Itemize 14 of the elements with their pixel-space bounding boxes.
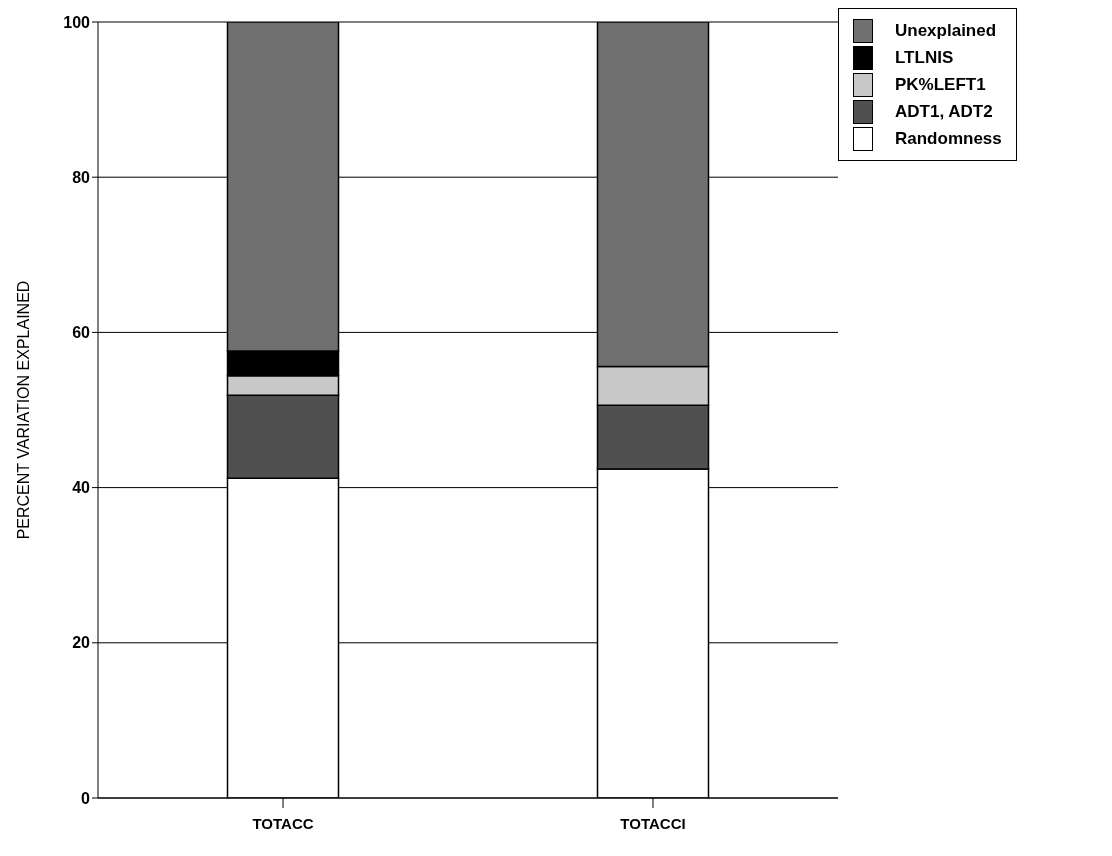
y-tick-label: 40 bbox=[72, 479, 91, 497]
y-tick-label: 100 bbox=[63, 13, 91, 31]
y-tick-label: 60 bbox=[72, 324, 91, 342]
y-tick-label: 80 bbox=[72, 168, 91, 186]
x-tick-label: TOTACC bbox=[252, 814, 314, 832]
y-tick-label: 0 bbox=[81, 789, 91, 807]
y-axis-title: PERCENT VARIATION EXPLAINED bbox=[14, 280, 32, 540]
legend-label: PK%LEFT1 bbox=[895, 74, 986, 95]
x-tick-label: TOTACCI bbox=[620, 814, 686, 832]
legend-label: Unexplained bbox=[895, 20, 997, 41]
y-tick-label: 20 bbox=[72, 634, 91, 652]
legend-label: LTLNIS bbox=[895, 47, 954, 68]
legend-label: ADT1, ADT2 bbox=[895, 101, 993, 122]
legend-label: Randomness bbox=[895, 128, 1002, 149]
